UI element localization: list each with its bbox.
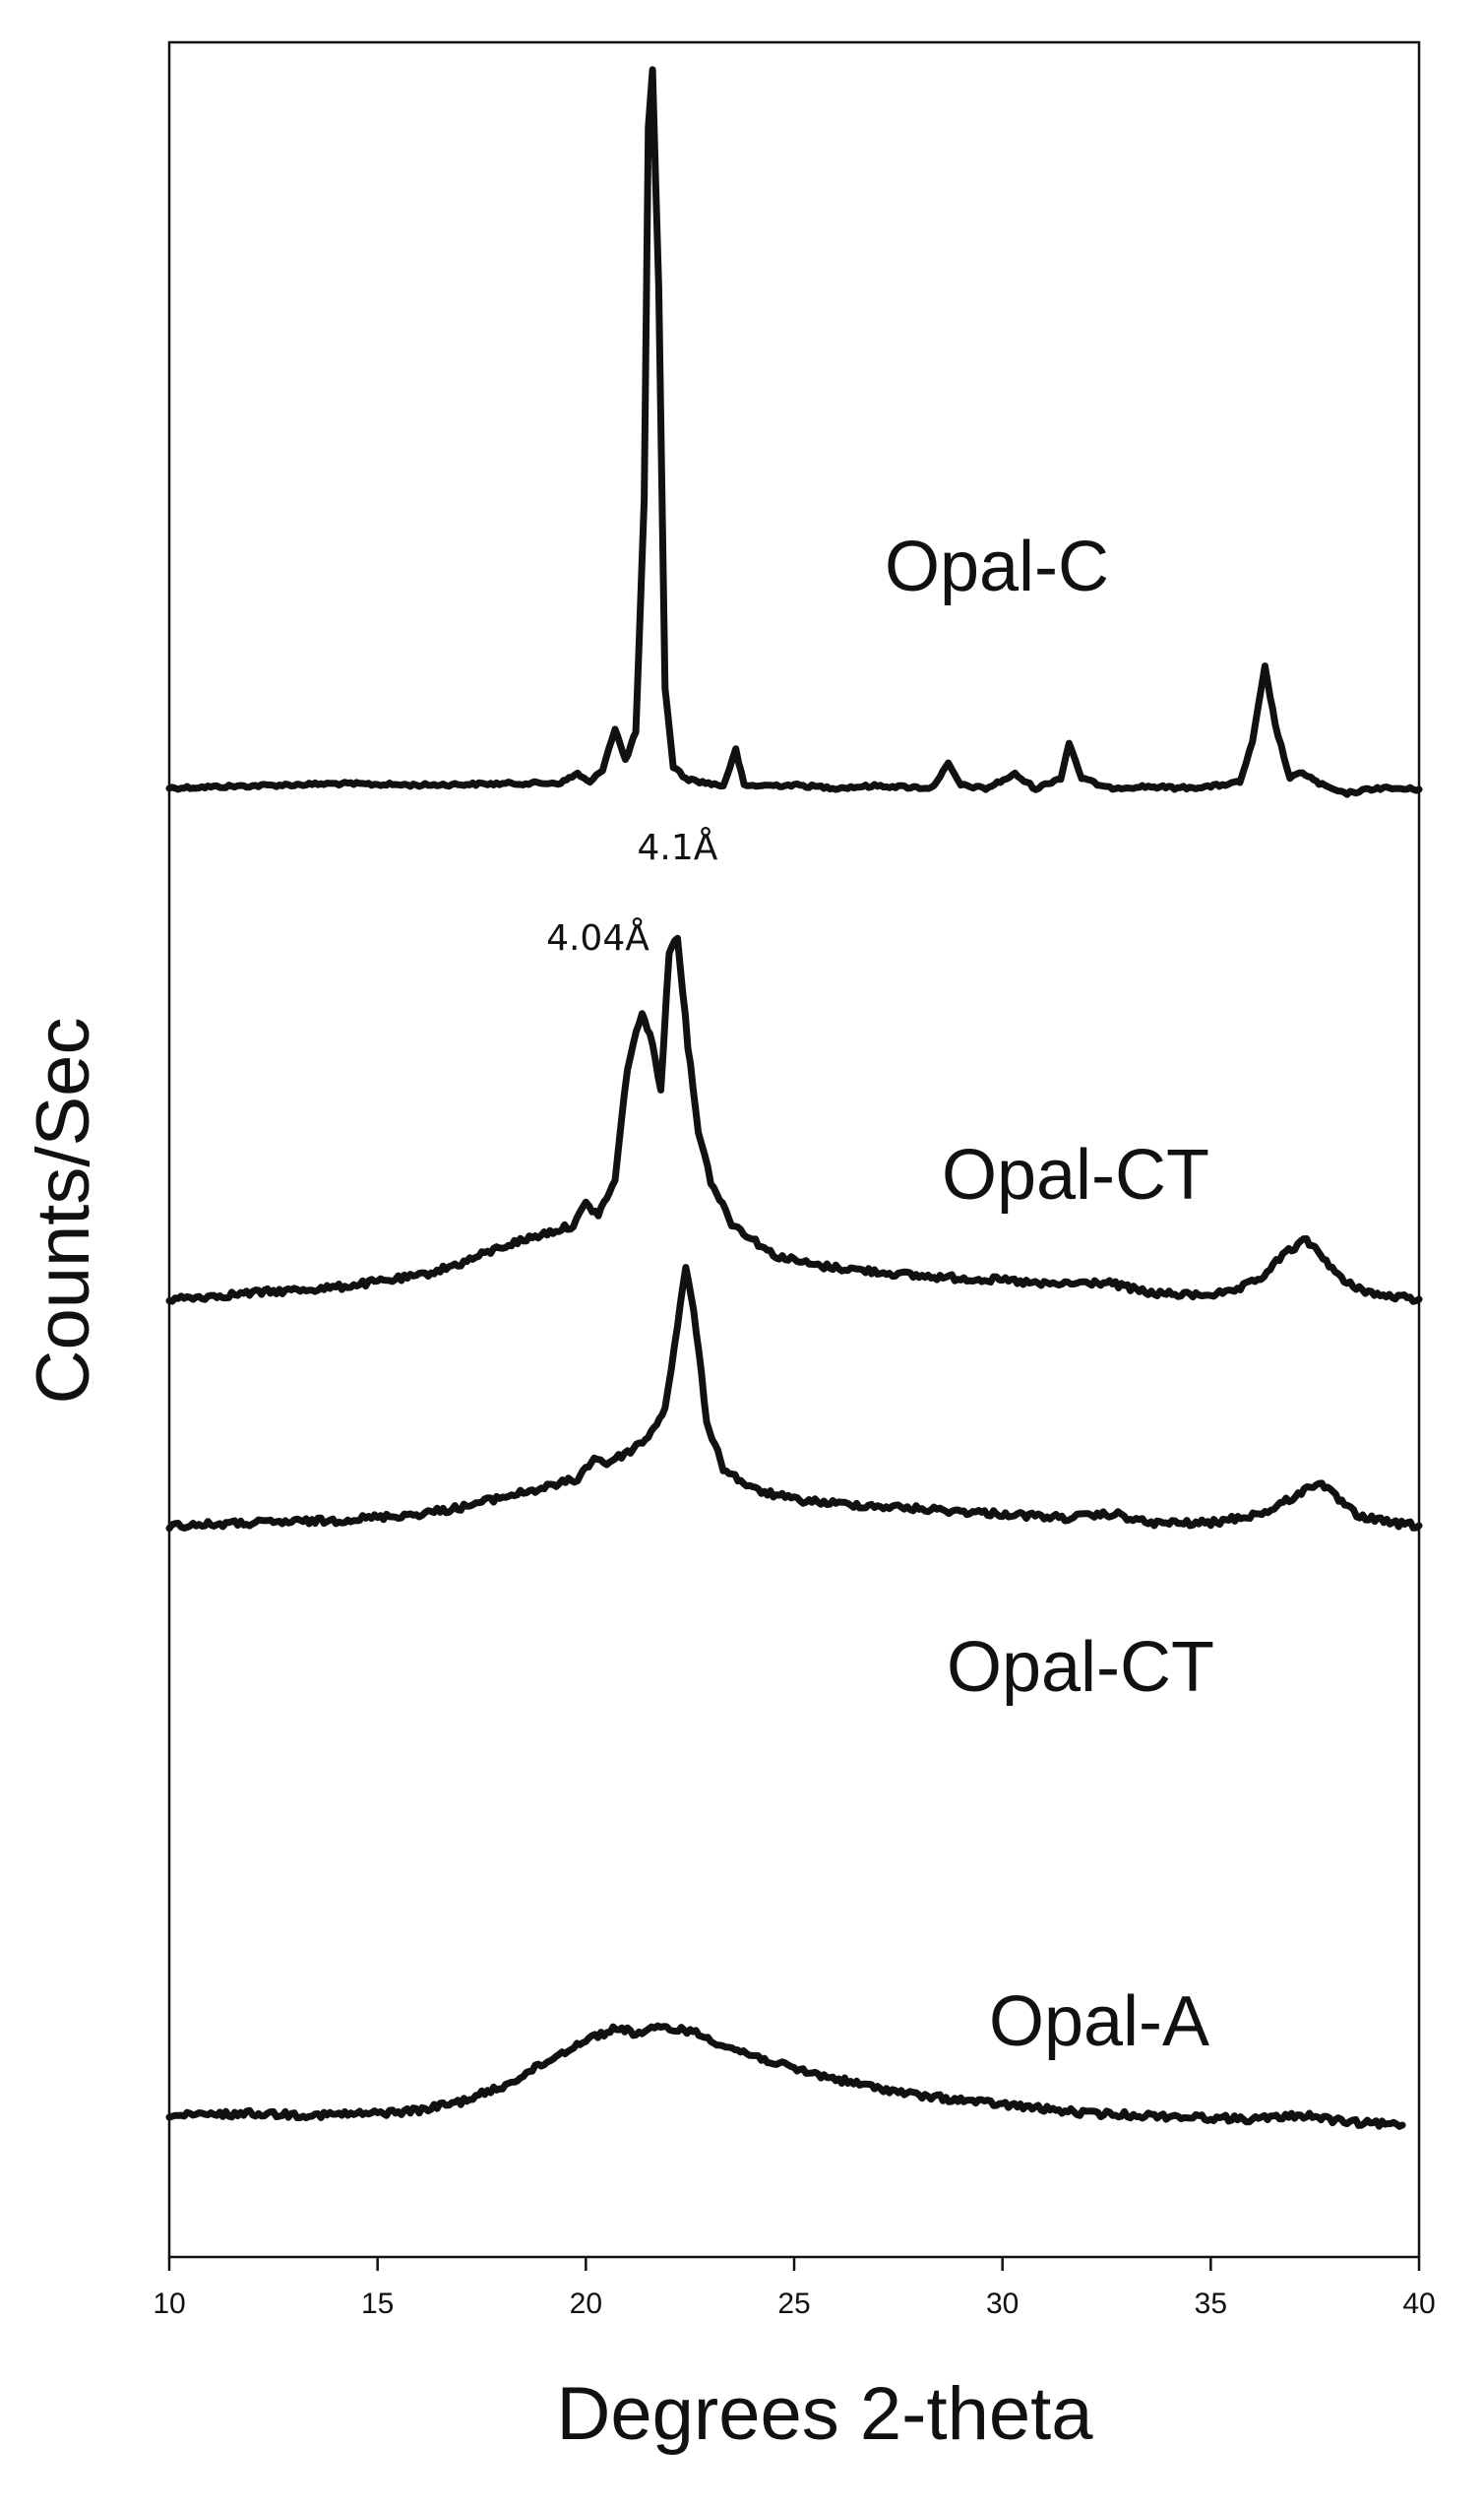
x-tick-label: 30 bbox=[986, 2288, 1019, 2320]
x-axis-ticks: 10 15 20 25 30 35 40 bbox=[153, 2257, 1436, 2320]
peak-annotation-4-04: 4.04Å bbox=[546, 916, 649, 959]
x-tick-label: 10 bbox=[153, 2288, 185, 2320]
series-line-1 bbox=[165, 66, 1423, 798]
plot-frame bbox=[167, 40, 1421, 2259]
peak-annotation-4-1: 4.1Å bbox=[638, 826, 718, 868]
x-tick-label: 15 bbox=[361, 2288, 394, 2320]
series-label-opal-ct-2: Opal-CT bbox=[947, 1628, 1214, 1707]
series-line-4 bbox=[165, 2022, 1406, 2130]
series-label-opal-ct-1: Opal-CT bbox=[942, 1136, 1209, 1215]
x-tick-label: 20 bbox=[570, 2288, 602, 2320]
series-label-opal-c: Opal-C bbox=[885, 528, 1109, 606]
x-tick-label: 40 bbox=[1402, 2288, 1435, 2320]
x-tick-label: 25 bbox=[777, 2288, 810, 2320]
x-tick-label: 35 bbox=[1195, 2288, 1227, 2320]
x-axis-title: Degrees 2-theta bbox=[557, 2372, 1094, 2456]
y-axis-title: Counts/Sec bbox=[22, 1018, 105, 1405]
series-layer bbox=[165, 66, 1423, 2130]
series-label-opal-a: Opal-A bbox=[989, 1982, 1209, 2061]
series-line-2 bbox=[165, 934, 1423, 1305]
series-line-3 bbox=[165, 1264, 1423, 1533]
